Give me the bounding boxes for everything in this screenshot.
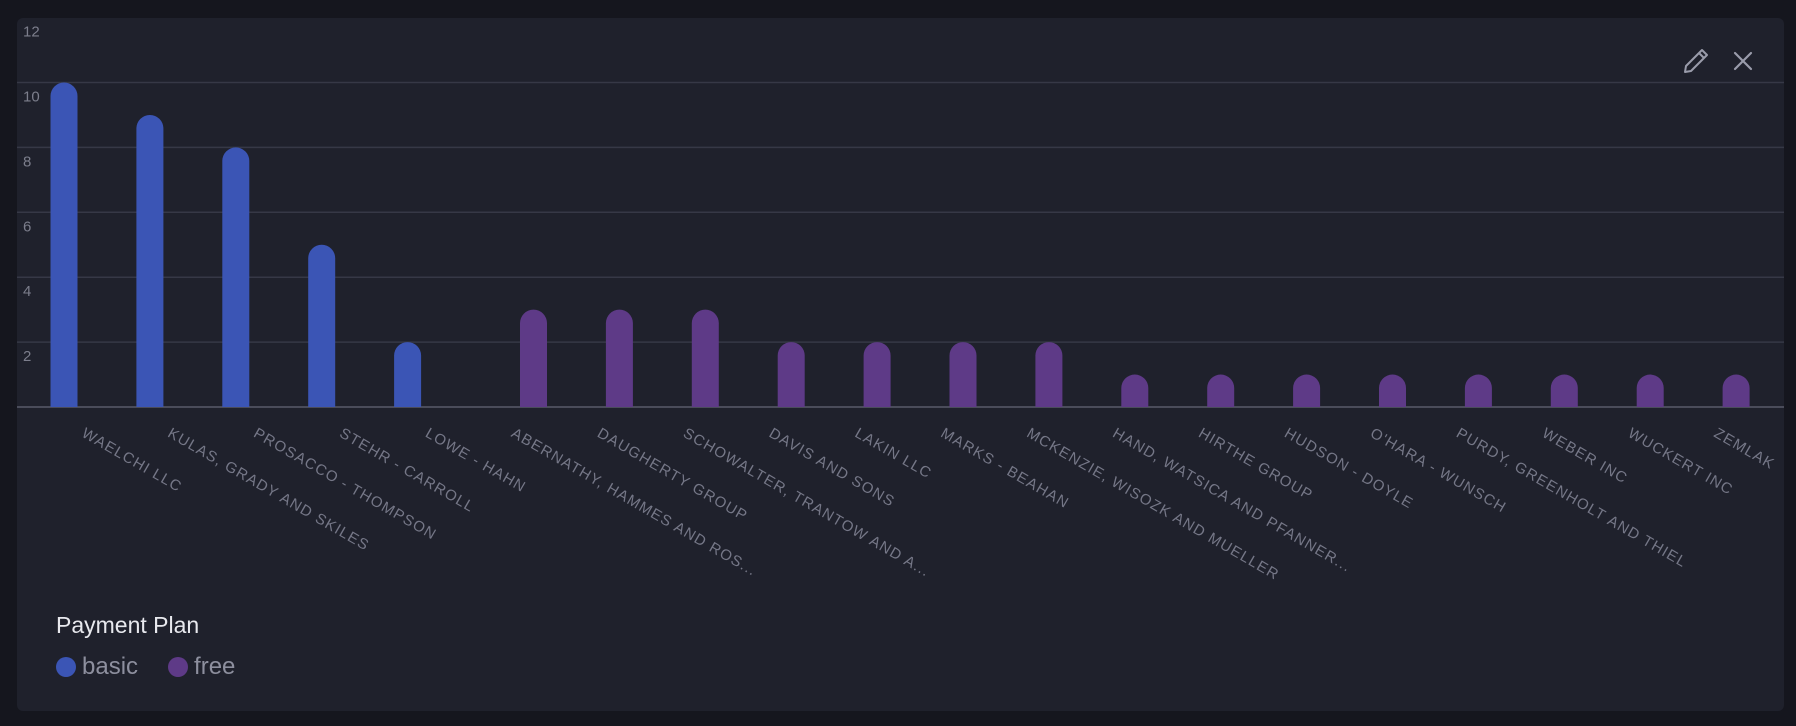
chart-card: 2 4 6 8 10 12 WAELCHI LLC KULAS, GRADY AND SKIL… [17,18,1784,711]
x-tick-label: ZEMLAK [1711,425,1778,473]
legend-label-basic: basic [82,653,139,680]
legend-dot-basic [56,657,76,677]
bar-free [777,342,805,407]
bar-basic [394,342,422,407]
bar-basic [222,147,250,407]
x-tick-label: DAUGHERTY GROUP [594,425,750,525]
bar-free [1550,374,1578,407]
bar-free [863,342,891,407]
legend-item-basic[interactable]: basic [56,653,138,681]
legend-title: Payment Plan [56,612,200,638]
bar-free [1722,374,1750,407]
bar-free [605,309,633,407]
bar-basic [136,114,164,407]
y-tick-label: 4 [23,283,31,300]
legend: Payment Plan basic free [56,612,235,681]
bar-free [1121,374,1149,407]
bar-free [949,342,977,407]
pencil-icon[interactable] [1681,46,1711,76]
bar-free [1379,374,1406,407]
bar-free [1293,374,1321,407]
bar-free [1464,374,1492,407]
x-tick-label: O'HARA - WUNSCH [1367,425,1509,517]
legend-dot-free [168,657,189,677]
legend-item-free[interactable]: free [168,653,235,681]
bar-free [520,309,547,407]
bar-basic [50,82,78,407]
bar-free [1207,374,1235,407]
y-tick-label: 2 [23,348,31,365]
y-tick-label: 10 [23,89,40,106]
bar-basic [308,244,336,407]
y-tick-label: 6 [23,218,31,235]
y-tick-label: 8 [23,153,31,170]
bar-free [1035,342,1063,407]
x-tick-label: LAKIN LLC [852,425,935,483]
bar-free [691,309,719,407]
close-icon[interactable] [1728,46,1758,76]
y-tick-label: 12 [23,24,40,41]
legend-label-free: free [194,653,236,680]
bar-free [1636,374,1664,407]
